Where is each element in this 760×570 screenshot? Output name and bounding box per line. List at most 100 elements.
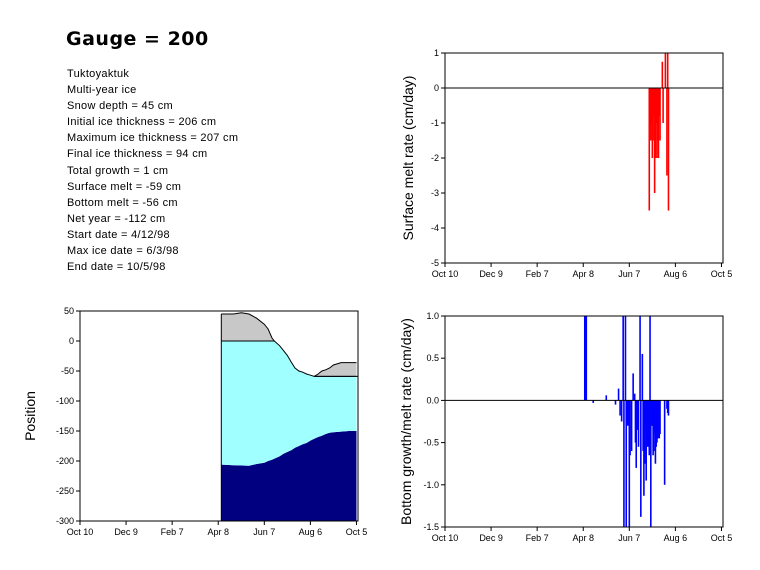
- info-line: End date = 10/5/98: [67, 261, 166, 274]
- x-tick-label: Feb 7: [526, 269, 549, 279]
- x-tick-label: Oct 10: [432, 533, 459, 543]
- y-tick-label: 0.0: [426, 395, 439, 405]
- x-tick-label: Apr 8: [572, 269, 594, 279]
- x-tick-label: Apr 8: [207, 527, 229, 537]
- x-tick-label: Oct 5: [346, 527, 368, 537]
- x-tick-label: Oct 10: [432, 269, 459, 279]
- y-tick-label: -300: [56, 516, 74, 526]
- y-axis-label: Position: [22, 391, 38, 441]
- info-line: Bottom melt = -56 cm: [67, 196, 178, 209]
- x-tick-label: Aug 6: [664, 269, 688, 279]
- bar: [648, 400, 651, 456]
- info-line: Net year = -112 cm: [67, 212, 166, 225]
- bar: [622, 316, 624, 401]
- x-tick-label: Dec 9: [479, 533, 503, 543]
- y-tick-label: -1.5: [423, 522, 439, 532]
- info-line: Max ice date = 6/3/98: [67, 245, 179, 258]
- info-line: Final ice thickness = 94 cm: [67, 148, 208, 161]
- bar: [659, 400, 661, 435]
- water-area: [221, 431, 357, 521]
- x-tick-label: Jun 7: [618, 533, 640, 543]
- x-tick-label: Feb 7: [526, 533, 549, 543]
- bar: [639, 316, 641, 401]
- x-tick-label: Oct 10: [67, 527, 94, 537]
- y-tick-label: 1.0: [426, 311, 439, 321]
- y-tick-label: -1: [431, 118, 439, 128]
- bar: [664, 53, 667, 88]
- info-line: Snow depth = 45 cm: [67, 100, 173, 113]
- y-tick-label: -50: [61, 366, 74, 376]
- y-axis-label: Bottom growth/melt rate (cm/day): [398, 318, 414, 525]
- bar: [625, 400, 628, 527]
- bar: [624, 316, 627, 401]
- y-tick-label: -3: [431, 188, 439, 198]
- bar: [666, 53, 669, 88]
- bar: [592, 400, 595, 403]
- info-line: Surface melt = -59 cm: [67, 180, 182, 193]
- info-line: Start date = 4/12/98: [67, 228, 170, 241]
- plot-frame: [444, 52, 724, 264]
- x-tick-label: Jun 7: [253, 527, 275, 537]
- bar: [605, 395, 608, 401]
- y-tick-label: -0.5: [423, 438, 439, 448]
- bar: [640, 400, 642, 517]
- bar: [632, 373, 634, 401]
- bar: [623, 400, 625, 527]
- bar: [620, 400, 623, 422]
- bar: [661, 61, 664, 88]
- y-tick-label: -250: [56, 486, 74, 496]
- bar: [649, 316, 651, 401]
- bar: [666, 88, 668, 176]
- y-tick-label: -5: [431, 258, 439, 268]
- bar: [643, 400, 646, 464]
- plot-frame: [79, 310, 359, 522]
- bar: [663, 400, 666, 485]
- bar: [648, 88, 651, 211]
- x-tick-label: Apr 8: [572, 533, 594, 543]
- bar: [657, 88, 660, 158]
- bar: [629, 400, 631, 456]
- y-tick-label: -150: [56, 426, 74, 436]
- y-tick-label: 0: [434, 83, 439, 93]
- x-tick-label: Aug 6: [664, 533, 688, 543]
- info-line: Tuktoyaktuk: [67, 68, 130, 80]
- x-tick-label: Dec 9: [479, 269, 503, 279]
- bar: [662, 88, 664, 123]
- snow-surface-line: [221, 312, 275, 342]
- snow-area: [221, 312, 275, 341]
- y-tick-label: -4: [431, 223, 439, 233]
- x-tick-label: Feb 7: [161, 527, 184, 537]
- y-tick-label: -200: [56, 456, 74, 466]
- late-snow-area: [314, 362, 357, 377]
- bar: [650, 400, 652, 527]
- bar: [628, 400, 631, 527]
- bar: [651, 88, 654, 158]
- y-tick-label: 0: [69, 336, 74, 346]
- bar: [637, 400, 640, 447]
- y-tick-label: -2: [431, 153, 439, 163]
- info-line: Total growth = 1 cm: [67, 164, 169, 177]
- x-tick-label: Oct 5: [711, 533, 733, 543]
- y-tick-label: 1: [434, 48, 439, 58]
- chart-title: Gauge = 200: [66, 28, 209, 50]
- bar: [633, 393, 636, 401]
- bar: [626, 400, 629, 426]
- bar: [659, 88, 661, 141]
- info-panel: Tuktoyaktuk Multi-year ice Snow depth = 45…: [67, 66, 238, 275]
- bar: [667, 400, 670, 416]
- late-snow-line: [313, 362, 357, 377]
- x-tick-label: Jun 7: [618, 269, 640, 279]
- bar: [619, 400, 621, 416]
- info-line: Maximum ice thickness = 207 cm: [67, 132, 239, 145]
- y-tick-label: 0.5: [426, 353, 439, 363]
- bar: [641, 353, 644, 401]
- bar: [645, 400, 647, 481]
- ice-area: [221, 341, 357, 466]
- bar: [614, 400, 617, 405]
- info-line: Initial ice thickness = 206 cm: [67, 116, 217, 129]
- y-tick-label: -100: [56, 396, 74, 406]
- info-line: Multi-year ice: [67, 84, 137, 97]
